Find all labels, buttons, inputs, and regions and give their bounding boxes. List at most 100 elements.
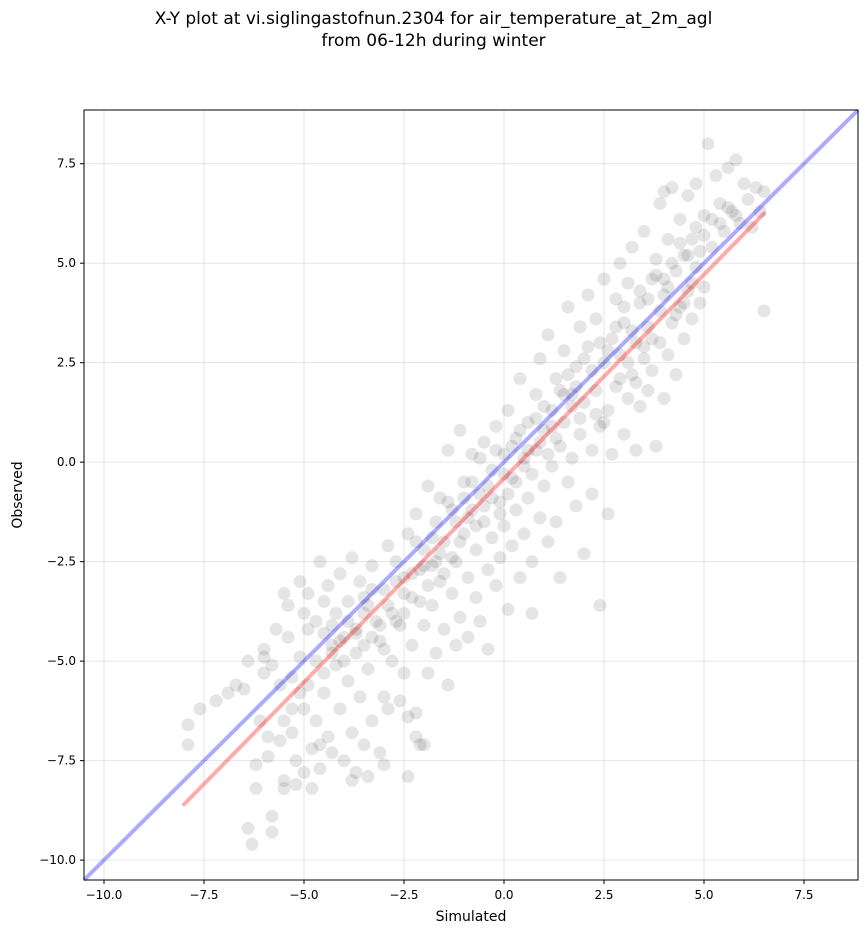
data-point	[461, 571, 475, 585]
data-point	[421, 479, 435, 493]
data-point	[721, 200, 735, 214]
data-point	[409, 730, 423, 744]
data-point	[253, 714, 267, 728]
data-point	[625, 368, 639, 382]
data-point	[265, 825, 279, 839]
data-point	[325, 618, 339, 632]
data-point	[413, 594, 427, 608]
data-point	[437, 622, 451, 636]
data-point	[585, 443, 599, 457]
data-point	[569, 380, 583, 394]
data-point	[633, 296, 647, 310]
data-point	[661, 232, 675, 246]
data-points	[181, 137, 771, 851]
data-point	[601, 403, 615, 417]
data-point	[417, 618, 431, 632]
data-point	[713, 197, 727, 211]
data-point	[565, 388, 579, 402]
data-point	[529, 443, 543, 457]
data-point	[649, 439, 663, 453]
data-point	[365, 630, 379, 644]
data-point	[565, 451, 579, 465]
data-point	[265, 658, 279, 672]
data-point	[517, 459, 531, 473]
data-point	[285, 702, 299, 716]
data-point	[221, 686, 235, 700]
data-point	[461, 511, 475, 525]
data-point	[509, 475, 523, 489]
data-point	[305, 742, 319, 756]
data-point	[397, 666, 411, 680]
data-point	[685, 232, 699, 246]
data-point	[573, 320, 587, 334]
data-point	[561, 368, 575, 382]
data-point	[717, 224, 731, 238]
data-point	[453, 423, 467, 437]
data-point	[389, 614, 403, 628]
data-point	[589, 407, 603, 421]
data-point	[661, 348, 675, 362]
data-point	[649, 268, 663, 282]
data-point	[697, 280, 711, 294]
data-point	[525, 555, 539, 569]
data-point	[373, 746, 387, 760]
data-point	[377, 758, 391, 772]
data-point	[749, 181, 763, 195]
data-point	[457, 475, 471, 489]
data-point	[689, 177, 703, 191]
data-point	[665, 316, 679, 330]
data-point	[673, 236, 687, 250]
data-point	[729, 153, 743, 167]
data-point	[477, 435, 491, 449]
data-point	[297, 766, 311, 780]
data-point	[537, 399, 551, 413]
data-point	[589, 312, 603, 326]
data-point	[609, 320, 623, 334]
data-point	[753, 204, 767, 218]
y-tick-label: −10.0	[39, 853, 76, 867]
data-point	[733, 216, 747, 230]
data-point	[553, 384, 567, 398]
data-point	[557, 344, 571, 358]
data-point	[249, 758, 263, 772]
data-point	[313, 762, 327, 776]
data-point	[333, 702, 347, 716]
data-point	[433, 575, 447, 589]
data-point	[309, 714, 323, 728]
data-point	[373, 634, 387, 648]
data-point	[293, 686, 307, 700]
data-point	[289, 754, 303, 768]
data-point	[645, 272, 659, 286]
data-point	[369, 614, 383, 628]
data-point	[381, 539, 395, 553]
data-point	[465, 475, 479, 489]
data-point	[505, 539, 519, 553]
data-point	[737, 177, 751, 191]
data-point	[621, 392, 635, 406]
data-point	[365, 583, 379, 597]
data-point	[389, 555, 403, 569]
data-point	[597, 415, 611, 429]
data-point	[501, 602, 515, 616]
data-point	[605, 332, 619, 346]
data-point	[653, 197, 667, 211]
data-point	[389, 575, 403, 589]
data-point	[609, 380, 623, 394]
plot-frame	[83, 109, 859, 881]
data-point	[489, 579, 503, 593]
data-point	[477, 499, 491, 513]
y-tick-label: 7.5	[57, 157, 76, 171]
data-point	[437, 535, 451, 549]
data-point	[577, 352, 591, 366]
data-point	[657, 185, 671, 199]
data-point	[593, 419, 607, 433]
data-point	[421, 579, 435, 593]
data-point	[541, 535, 555, 549]
data-point	[513, 571, 527, 585]
data-point	[285, 726, 299, 740]
data-point	[425, 598, 439, 612]
data-point	[441, 495, 455, 509]
data-point	[653, 336, 667, 350]
data-point	[489, 443, 503, 457]
data-point	[329, 606, 343, 620]
